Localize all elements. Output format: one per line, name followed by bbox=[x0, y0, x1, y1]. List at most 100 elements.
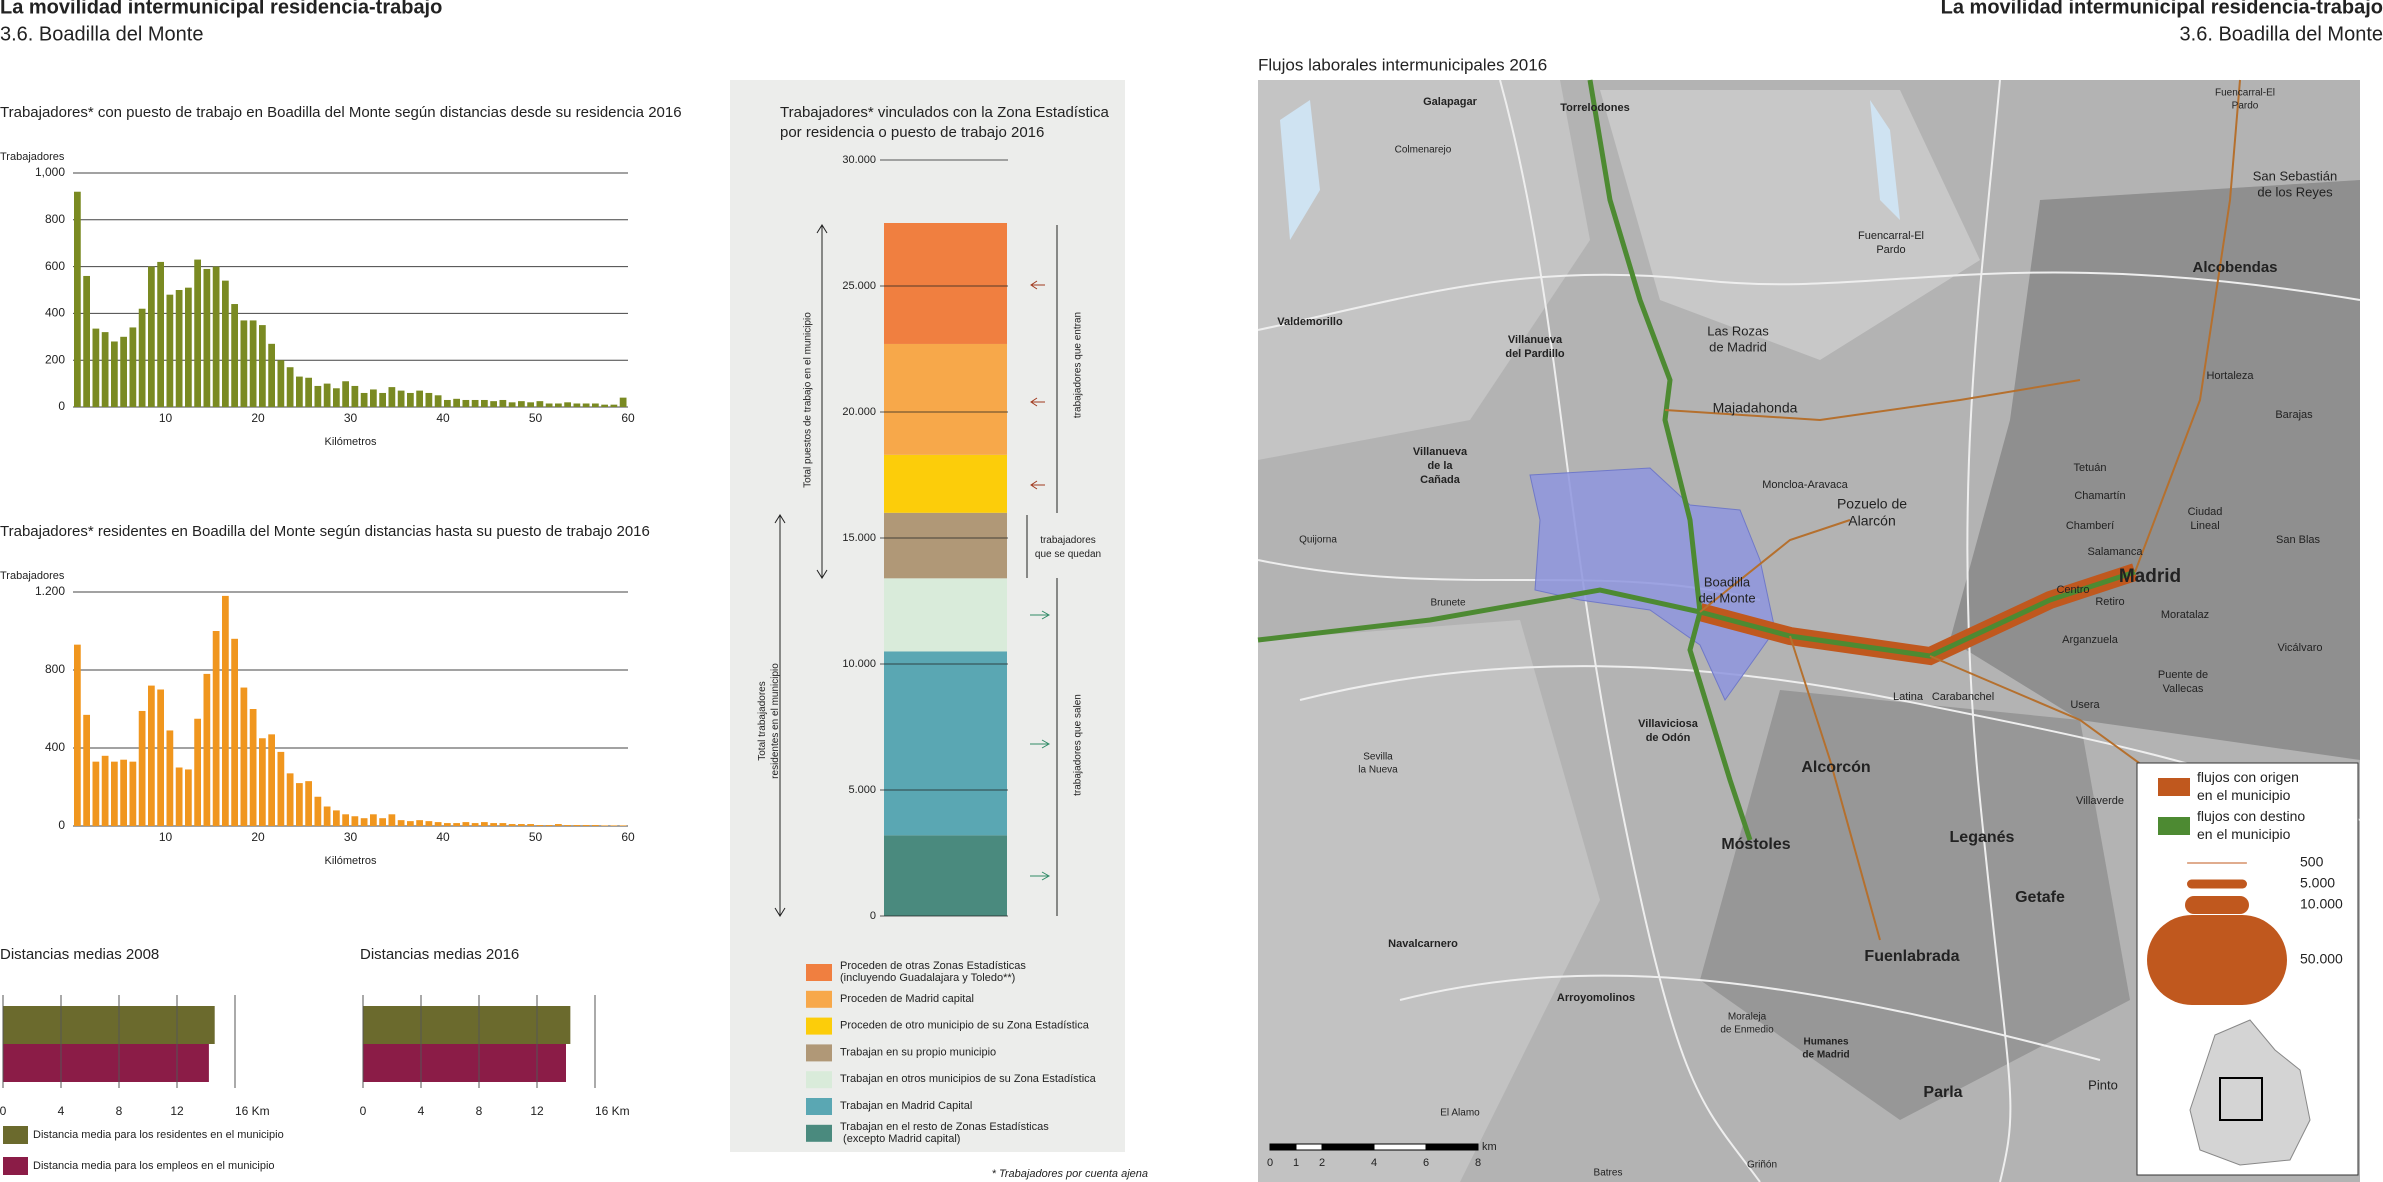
bar bbox=[407, 392, 414, 407]
bar bbox=[101, 332, 109, 407]
place-label: Pardo bbox=[2232, 101, 2259, 112]
chart-title: Trabajadores* residentes en Boadilla del… bbox=[0, 523, 650, 540]
bar bbox=[425, 392, 433, 407]
header-title: La movilidad intermunicipal residencia-t… bbox=[0, 0, 442, 18]
place-label: Arroyomolinos bbox=[1557, 992, 1635, 1004]
legend-swatch bbox=[806, 964, 832, 981]
arrow bbox=[774, 514, 786, 917]
place-label: Pozuelo de bbox=[1837, 496, 1907, 512]
bar bbox=[194, 718, 201, 826]
bar bbox=[240, 320, 248, 407]
legend-swatch bbox=[2158, 817, 2190, 835]
place-label: Hortaleza bbox=[2206, 370, 2254, 382]
bar bbox=[305, 377, 312, 407]
region bbox=[1700, 690, 2130, 1120]
bar bbox=[388, 814, 396, 826]
place-label: Vicálvaro bbox=[2277, 642, 2322, 654]
legend-swatch bbox=[806, 1044, 832, 1062]
segment bbox=[884, 223, 1007, 344]
bar bbox=[83, 275, 90, 407]
bar bbox=[453, 823, 460, 826]
bar bbox=[592, 825, 599, 826]
legend-label: flujos con origen en el municipio bbox=[2197, 769, 2299, 803]
place-label: Torrelodones bbox=[1560, 102, 1629, 114]
x-tick-label: 50 bbox=[529, 411, 543, 425]
bar bbox=[138, 308, 146, 407]
stack-annotations bbox=[774, 224, 1058, 917]
bar bbox=[268, 734, 275, 826]
bar bbox=[462, 822, 470, 826]
bar bbox=[286, 773, 294, 826]
header-title: La movilidad intermunicipal residencia-t… bbox=[1941, 0, 2383, 18]
place-label: Alcobendas bbox=[2192, 259, 2277, 276]
bar bbox=[101, 755, 109, 826]
bar bbox=[212, 631, 220, 826]
legend-swatch bbox=[806, 990, 832, 1008]
bar bbox=[471, 399, 479, 407]
y-tick-label: 30.000 bbox=[842, 154, 876, 166]
place-label: Quijorna bbox=[1299, 535, 1337, 546]
place-label: Retiro bbox=[2095, 596, 2124, 608]
bar bbox=[582, 825, 590, 826]
x-tick-label: 4 bbox=[418, 1104, 425, 1118]
bar bbox=[342, 381, 349, 407]
size-label: 10.000 bbox=[2300, 896, 2343, 912]
size-label: 50.000 bbox=[2300, 951, 2343, 967]
bar bbox=[397, 820, 405, 826]
y-tick-label: 0 bbox=[870, 910, 876, 922]
bar bbox=[601, 404, 608, 407]
bar bbox=[194, 259, 201, 407]
scale-label: 2 bbox=[1319, 1157, 1325, 1169]
legend-label: flujos con destino en el municipio bbox=[2197, 808, 2305, 842]
legend-swatch bbox=[806, 1098, 832, 1115]
inset-frame bbox=[2219, 1077, 2263, 1121]
place-label: Cañada bbox=[1420, 474, 1461, 486]
bar bbox=[3, 1006, 215, 1044]
bar bbox=[592, 403, 599, 407]
bar bbox=[379, 818, 386, 826]
x-tick-label: 30 bbox=[344, 411, 358, 425]
y-tick-label: 20.000 bbox=[842, 406, 876, 418]
place-label: Centro bbox=[2056, 584, 2089, 596]
legend-label: Trabajan en su propio municipio bbox=[840, 1046, 996, 1058]
bar bbox=[231, 638, 238, 826]
region bbox=[1258, 620, 1600, 1182]
bar bbox=[120, 336, 127, 407]
annotation: trabajadores que se quedan bbox=[1035, 535, 1101, 560]
roads bbox=[1257, 79, 2361, 1182]
bar bbox=[212, 266, 220, 407]
inset-map bbox=[2189, 1019, 2311, 1166]
bar bbox=[573, 825, 581, 826]
bar bbox=[129, 761, 137, 826]
bar bbox=[434, 822, 442, 826]
bar bbox=[175, 767, 183, 826]
size-mark bbox=[2187, 879, 2247, 889]
y-tick-label: 800 bbox=[45, 662, 65, 676]
place-label: Pinto bbox=[2088, 1077, 2118, 1092]
bar bbox=[249, 709, 257, 826]
arrow bbox=[816, 224, 828, 579]
place-label: Móstoles bbox=[1721, 836, 1790, 853]
legend-swatch bbox=[3, 1126, 28, 1144]
bar bbox=[564, 825, 571, 826]
place-label: de Madrid bbox=[1802, 1050, 1849, 1061]
size-mark bbox=[2147, 915, 2287, 1005]
y-tick-label: 25.000 bbox=[842, 280, 876, 292]
bar bbox=[203, 268, 211, 407]
place-label: de Enmedio bbox=[1720, 1025, 1774, 1036]
bar bbox=[490, 401, 497, 407]
bar bbox=[111, 761, 118, 826]
segment bbox=[884, 651, 1007, 836]
x-tick-label: 10 bbox=[159, 830, 173, 844]
bar bbox=[259, 738, 266, 826]
bar bbox=[249, 320, 257, 407]
x-tick-label: 0 bbox=[360, 1104, 367, 1118]
size-mark bbox=[2187, 862, 2247, 864]
bar bbox=[333, 810, 340, 826]
legend-label: Trabajan en otros municipios de su Zona … bbox=[840, 1073, 1097, 1085]
bar bbox=[175, 290, 183, 407]
segment bbox=[884, 454, 1007, 513]
annotation: Total puestos de trabajo en el municipio bbox=[803, 312, 814, 488]
bar bbox=[508, 824, 516, 826]
annotation: trabajadores que salen bbox=[1073, 694, 1084, 796]
